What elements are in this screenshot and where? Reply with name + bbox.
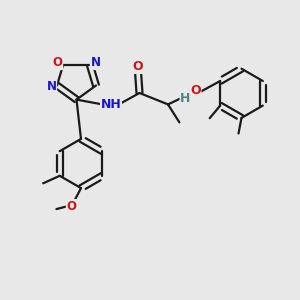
Text: NH: NH: [100, 98, 122, 112]
Text: O: O: [133, 60, 143, 74]
Text: O: O: [190, 84, 201, 97]
Text: N: N: [90, 56, 100, 70]
Text: N: N: [46, 80, 57, 94]
Text: H: H: [180, 92, 190, 106]
Text: O: O: [52, 56, 63, 70]
Text: O: O: [66, 200, 76, 213]
